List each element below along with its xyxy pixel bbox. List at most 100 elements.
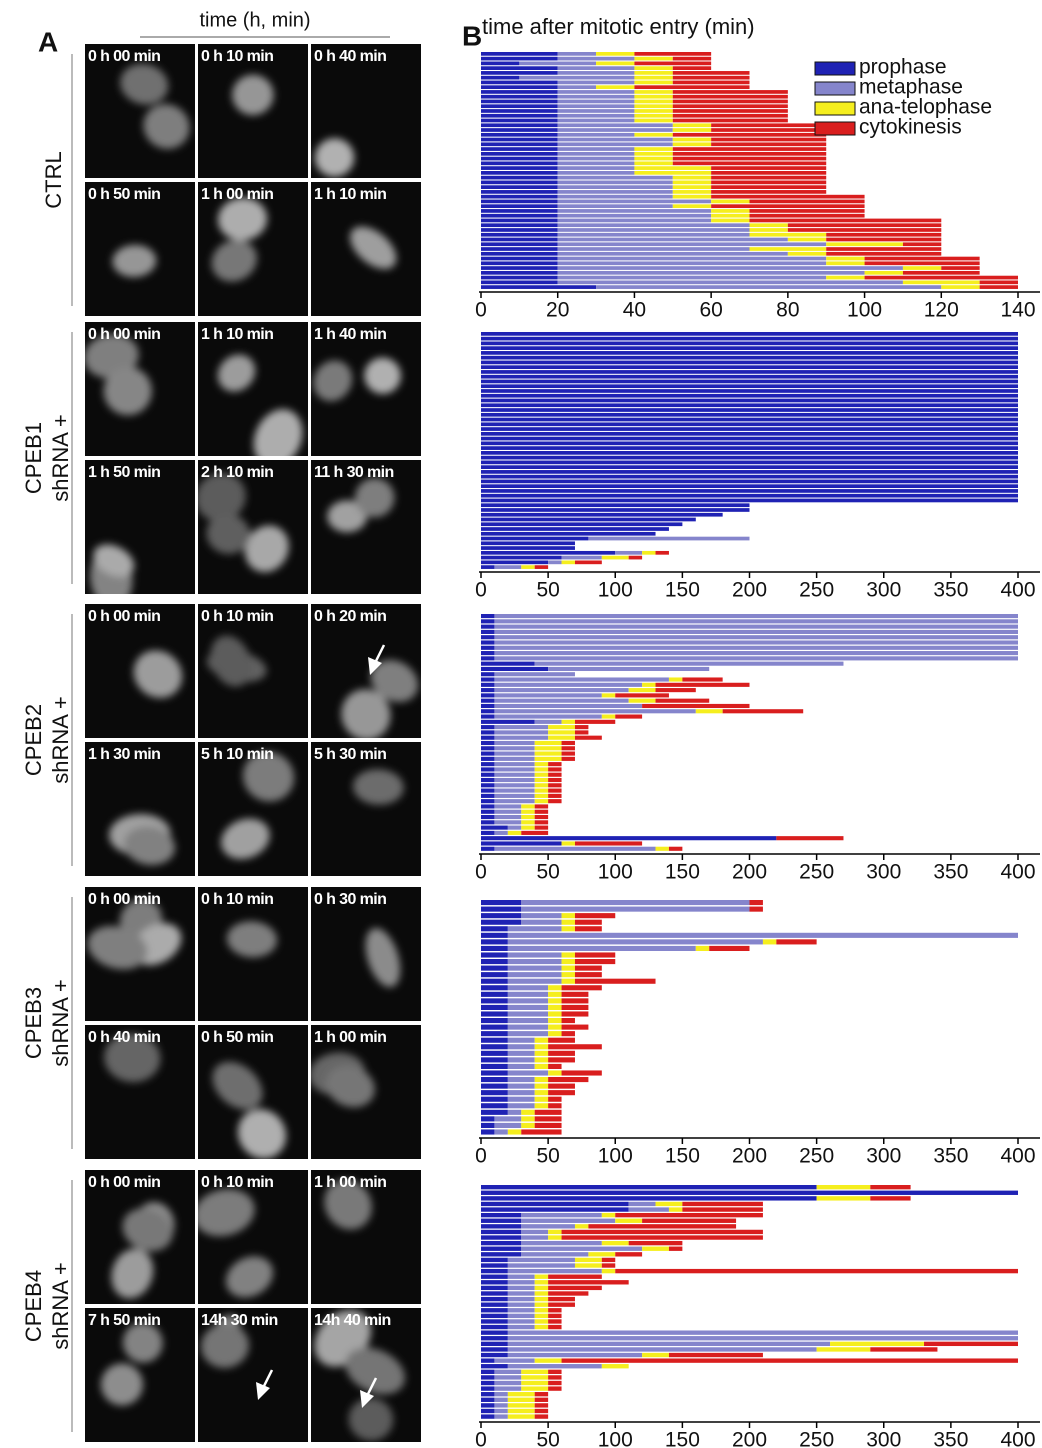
cells [198, 472, 289, 573]
bar-segment [494, 793, 535, 798]
bar-segment [481, 1129, 495, 1135]
timestamp: 2 h 10 min [201, 464, 273, 481]
bar-segment [481, 431, 1018, 436]
cell [242, 751, 295, 802]
bar-segment [494, 614, 1018, 619]
bar-segment [534, 1285, 549, 1291]
micrograph: 2 h 10 min [198, 460, 308, 594]
bar-segment [481, 1063, 508, 1070]
bar-segment [979, 285, 1018, 289]
bar-segment [481, 746, 495, 751]
bar-segment [548, 767, 562, 772]
bar-segment [557, 190, 673, 194]
bar-segment [507, 825, 522, 830]
bar-segment [521, 919, 562, 925]
bar-segment [481, 137, 558, 142]
bar-segment [601, 714, 616, 719]
cell [324, 1179, 372, 1230]
x-tick-label: 0 [475, 299, 487, 322]
bar-segment [481, 656, 495, 661]
bar-segment [481, 280, 558, 285]
bar-segment [521, 1212, 602, 1218]
x-tick-label: 200 [732, 1429, 767, 1448]
bar-segment [521, 1252, 589, 1257]
bar-segment [628, 1201, 656, 1207]
bar-segment [826, 256, 865, 261]
bar-segment [548, 1235, 562, 1240]
bar-segment [494, 799, 535, 804]
bar-segment [481, 841, 562, 846]
bar-segment [561, 719, 575, 724]
bar-segment [481, 460, 1018, 465]
bar-segment [481, 104, 558, 109]
bar-segment [615, 1252, 643, 1257]
legend-swatch [814, 121, 856, 136]
bar-segment [481, 80, 558, 85]
bar-segment [481, 465, 1018, 469]
bar-segment [481, 132, 558, 137]
x-tick-label: 300 [866, 579, 901, 602]
bar-segment [481, 379, 1018, 384]
timestamp: 0 h 00 min [88, 891, 160, 908]
bar-segment [749, 906, 763, 912]
bar-segment [642, 703, 750, 709]
bar-segment [574, 965, 602, 971]
bar-segment [548, 783, 562, 788]
bar-segment [481, 1004, 508, 1011]
bar-segment [628, 1207, 669, 1212]
micrograph: 14h 40 min [311, 1308, 421, 1442]
bar-segment [548, 666, 710, 672]
micrograph: 0 h 10 min [198, 1170, 308, 1304]
bar-segment [481, 1257, 508, 1263]
bar-segment [494, 804, 522, 809]
cells [133, 650, 183, 698]
bar-segment [494, 688, 629, 693]
bar-segment [548, 1050, 575, 1056]
bar-segment [481, 109, 558, 113]
bar-segment [507, 1336, 1018, 1341]
bar-segment [749, 223, 788, 228]
bar-segment [574, 719, 616, 724]
legend-label: ana-telophase [859, 96, 992, 119]
bar-segment [548, 1324, 562, 1330]
bar-segment [521, 906, 750, 912]
timestamp: 1 h 30 min [88, 746, 160, 763]
bar-segment [481, 1037, 508, 1043]
bar-segment [711, 190, 827, 194]
bar-segment [642, 1352, 669, 1358]
micrograph: 0 h 10 min [198, 604, 308, 738]
bar-segment [494, 767, 535, 772]
timestamp: 14h 30 min [201, 1312, 278, 1329]
bar-segment [481, 408, 1018, 412]
bar-segment [548, 1229, 562, 1235]
bar-segment [561, 952, 575, 958]
bar-segment [494, 709, 696, 714]
bar-segment [711, 218, 750, 223]
bar-segment [481, 161, 558, 166]
bar-segment [481, 1252, 522, 1257]
bar-segment [481, 1364, 508, 1369]
bar-segment [481, 512, 723, 517]
row-label: CPEB1 [21, 422, 46, 494]
bar-segment [507, 1050, 535, 1056]
bar-segment [481, 389, 1018, 393]
cell [123, 826, 175, 866]
bar-segment [494, 1369, 522, 1375]
bar-segment [634, 161, 673, 166]
bar-segment [615, 714, 643, 719]
bar-segment [481, 422, 1018, 427]
bar-segment [481, 75, 520, 80]
bar-segment [548, 793, 562, 798]
timestamp: 0 h 30 min [314, 891, 386, 908]
timestamp: 0 h 10 min [201, 891, 273, 908]
cells [100, 1322, 163, 1406]
bar-segment [557, 99, 635, 104]
row-label: CPEB3 [21, 987, 46, 1059]
bar-segment [749, 228, 788, 232]
cells [350, 226, 397, 269]
x-tick-label: 50 [536, 579, 559, 602]
bar-segment [826, 237, 942, 242]
cell [225, 1256, 274, 1298]
bar-segment [521, 913, 562, 919]
bar-segment [548, 725, 575, 730]
